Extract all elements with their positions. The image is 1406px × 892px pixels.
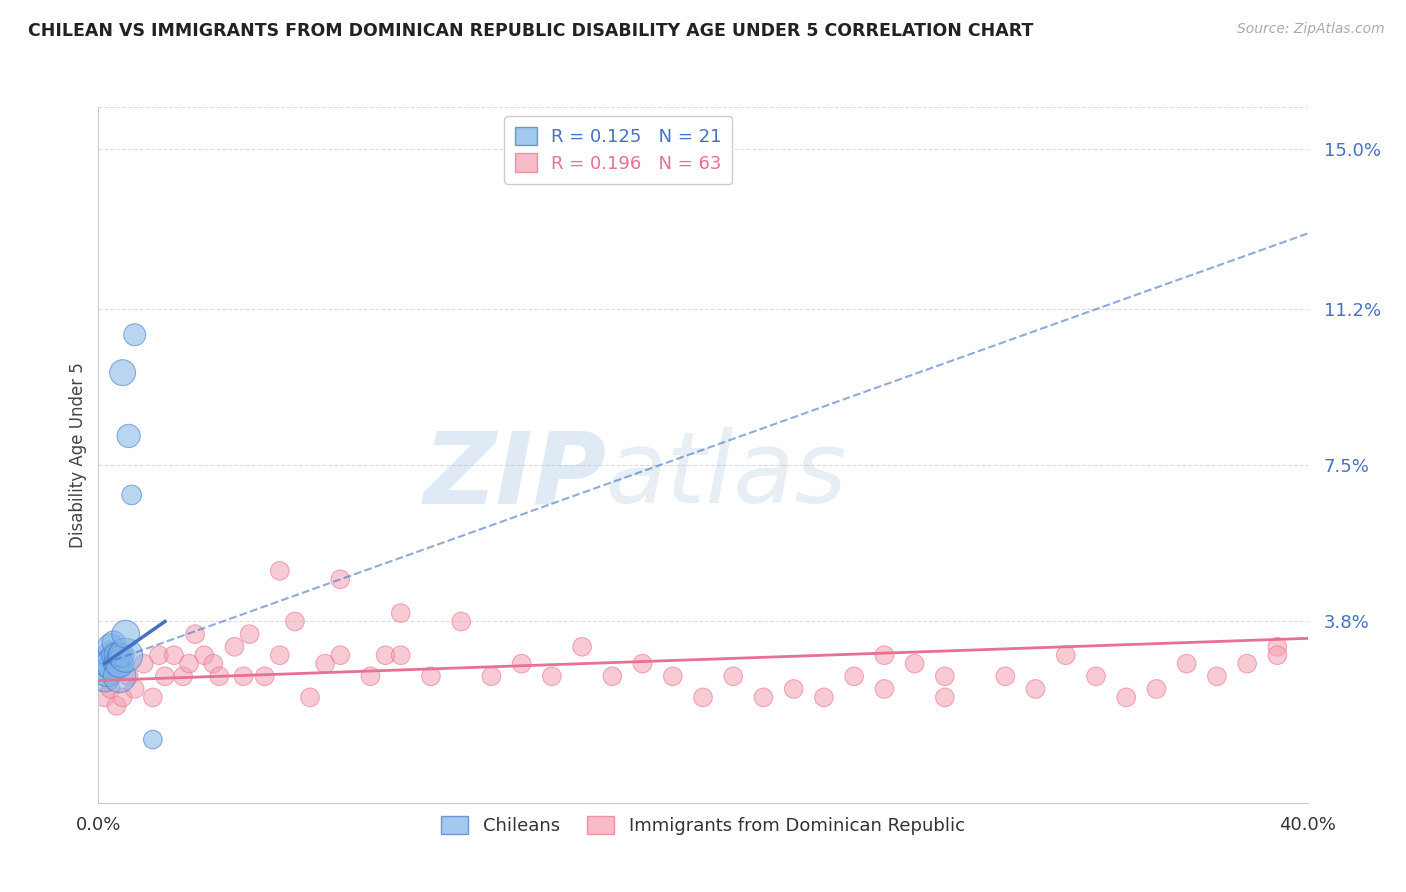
Point: [873, 681, 896, 696]
Point: [813, 690, 835, 705]
Point: [105, 657, 128, 671]
Text: atlas: atlas: [606, 427, 848, 524]
Point: [481, 669, 503, 683]
Point: [108, 648, 131, 663]
Point: [269, 564, 291, 578]
Point: [329, 572, 352, 586]
Point: [121, 488, 143, 502]
Point: [96, 657, 118, 671]
Point: [269, 648, 291, 663]
Point: [111, 366, 134, 380]
Point: [172, 669, 194, 683]
Point: [661, 669, 683, 683]
Point: [93, 669, 115, 683]
Point: [374, 648, 396, 663]
Point: [1024, 681, 1046, 696]
Point: [360, 669, 382, 683]
Point: [1206, 669, 1229, 683]
Point: [692, 690, 714, 705]
Point: [100, 648, 122, 663]
Point: [571, 640, 593, 654]
Point: [1054, 648, 1077, 663]
Text: CHILEAN VS IMMIGRANTS FROM DOMINICAN REPUBLIC DISABILITY AGE UNDER 5 CORRELATION: CHILEAN VS IMMIGRANTS FROM DOMINICAN REP…: [28, 22, 1033, 40]
Point: [994, 669, 1017, 683]
Point: [1236, 657, 1258, 671]
Point: [329, 648, 352, 663]
Point: [844, 669, 866, 683]
Point: [934, 669, 956, 683]
Point: [1175, 657, 1198, 671]
Point: [93, 690, 115, 705]
Point: [934, 690, 956, 705]
Point: [450, 615, 472, 629]
Point: [111, 690, 134, 705]
Point: [723, 669, 745, 683]
Point: [631, 657, 654, 671]
Point: [783, 681, 806, 696]
Point: [602, 669, 624, 683]
Point: [389, 606, 412, 620]
Point: [540, 669, 562, 683]
Point: [1267, 640, 1289, 654]
Y-axis label: Disability Age Under 5: Disability Age Under 5: [69, 362, 87, 548]
Legend: Chileans, Immigrants from Dominican Republic: Chileans, Immigrants from Dominican Repu…: [434, 809, 972, 842]
Text: Source: ZipAtlas.com: Source: ZipAtlas.com: [1237, 22, 1385, 37]
Point: [114, 627, 136, 641]
Point: [96, 665, 118, 679]
Point: [114, 648, 136, 663]
Point: [103, 648, 125, 663]
Point: [208, 669, 231, 683]
Point: [224, 640, 246, 654]
Point: [904, 657, 927, 671]
Point: [148, 648, 170, 663]
Point: [100, 640, 122, 654]
Point: [389, 648, 412, 663]
Point: [873, 648, 896, 663]
Point: [232, 669, 254, 683]
Point: [132, 657, 155, 671]
Point: [142, 690, 165, 705]
Point: [184, 627, 207, 641]
Point: [179, 657, 201, 671]
Point: [239, 627, 262, 641]
Point: [108, 669, 131, 683]
Point: [153, 669, 176, 683]
Point: [103, 657, 125, 671]
Point: [314, 657, 336, 671]
Point: [163, 648, 186, 663]
Point: [253, 669, 276, 683]
Point: [124, 327, 146, 342]
Point: [1115, 690, 1137, 705]
Point: [118, 669, 141, 683]
Point: [1144, 681, 1167, 696]
Point: [105, 698, 128, 713]
Point: [111, 648, 134, 663]
Point: [108, 657, 131, 671]
Point: [752, 690, 775, 705]
Point: [100, 681, 122, 696]
Point: [1085, 669, 1108, 683]
Point: [1267, 648, 1289, 663]
Point: [193, 648, 215, 663]
Point: [202, 657, 225, 671]
Point: [284, 615, 307, 629]
Point: [510, 657, 533, 671]
Point: [142, 732, 165, 747]
Point: [299, 690, 322, 705]
Text: ZIP: ZIP: [423, 427, 606, 524]
Point: [105, 648, 128, 663]
Point: [118, 429, 141, 443]
Point: [103, 635, 125, 649]
Point: [124, 681, 146, 696]
Point: [420, 669, 443, 683]
